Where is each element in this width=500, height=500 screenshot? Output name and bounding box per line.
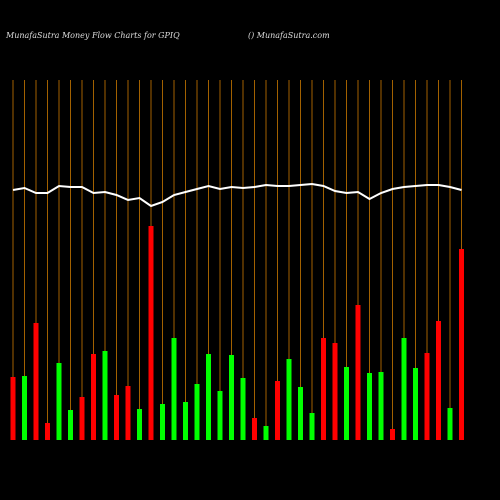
bar (263, 426, 269, 440)
bar (56, 363, 62, 440)
bar (183, 402, 188, 440)
bar (22, 376, 27, 440)
bar (114, 395, 119, 440)
bar (125, 386, 131, 440)
bar (355, 305, 361, 440)
bar (240, 378, 246, 440)
bar (413, 368, 418, 440)
bar (332, 343, 338, 440)
bar (194, 384, 200, 440)
money-flow-line (12, 182, 462, 208)
bar (148, 226, 154, 440)
bar (390, 429, 395, 440)
bar (459, 249, 464, 440)
bar (33, 323, 39, 440)
bar (401, 338, 407, 440)
bar (68, 410, 73, 440)
bar (275, 381, 280, 440)
bar (160, 404, 165, 440)
bar (367, 373, 372, 440)
bar (378, 372, 384, 440)
bar (424, 353, 430, 440)
bar (252, 418, 257, 440)
bar (206, 354, 211, 440)
bar (45, 423, 50, 440)
bar (229, 355, 234, 440)
bar (137, 409, 142, 440)
bar (321, 338, 326, 440)
bar (436, 321, 441, 440)
bar (286, 359, 292, 440)
bar (447, 408, 453, 440)
bar (91, 354, 96, 440)
bar (344, 367, 349, 440)
bar (79, 397, 85, 440)
bar (298, 387, 303, 440)
bar (217, 391, 223, 440)
chart-title: MunafaSutra Money Flow Charts for GPIQ (5, 31, 180, 40)
chart-subtitle: () MunafaSutra.com (248, 31, 330, 40)
bar (102, 351, 108, 440)
bar (10, 377, 16, 440)
bar (309, 413, 315, 440)
bar (171, 338, 177, 440)
